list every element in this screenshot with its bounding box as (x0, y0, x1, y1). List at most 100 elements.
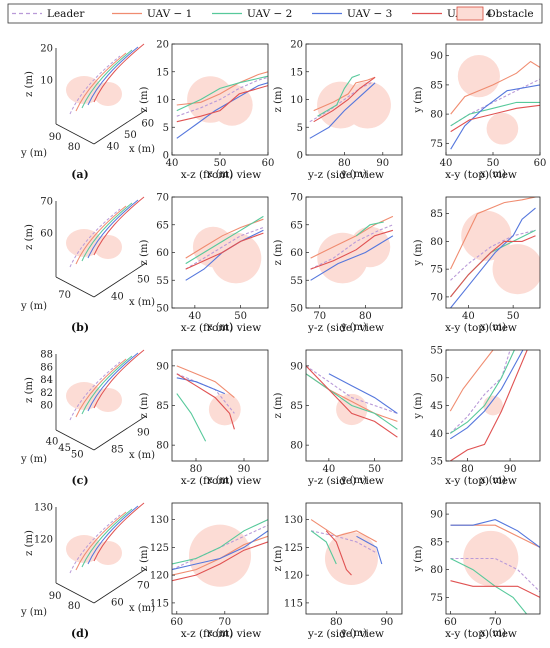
obstacle (66, 382, 102, 410)
x-axis-label: y (m) (340, 322, 367, 333)
x-tick-label: 90 (238, 464, 251, 475)
x-axis-label: x (m) (480, 628, 506, 639)
series-line-uav4 (450, 580, 540, 598)
y-tick-label: 50 (430, 373, 443, 384)
series-line-uav4 (310, 229, 394, 270)
z-tick-label: 130 (34, 503, 53, 514)
x-tick-label: 80 (461, 464, 474, 475)
x-tick-label: 70 (218, 617, 231, 628)
y-tick-label: 80 (430, 565, 443, 576)
legend-obstacle-swatch (456, 6, 484, 21)
row-label-a: (a) (71, 168, 89, 181)
caption-side-c: y-z (side) view (307, 475, 384, 487)
x-axis-label: x (m) (129, 450, 155, 461)
obstacle (211, 84, 253, 126)
series-line-uav2 (176, 75, 268, 112)
x-tick-label: 60 (534, 158, 547, 169)
caption-front-b: x-z (front) view (181, 322, 261, 334)
z-axis-label: z (m) (24, 224, 35, 250)
series-line-leader (309, 82, 372, 123)
series-line-uav4 (176, 85, 268, 123)
caption-side-a: y-z (side) view (307, 169, 384, 181)
series-line-leader (176, 76, 268, 117)
series-line-uav4 (450, 104, 540, 133)
y-tick-label: 0 (163, 151, 169, 162)
x-tick-label: 40 (107, 141, 120, 152)
y-tick-label: 50 (290, 304, 303, 315)
series-line-uav3 (309, 82, 376, 139)
x-axis-label: x (m) (129, 144, 155, 155)
series-line-3d (75, 511, 127, 571)
z-tick-label: 20 (40, 44, 53, 55)
series-line-uav4 (172, 541, 268, 582)
x-axis-label: x (m) (207, 628, 233, 639)
series-line-3d (75, 358, 127, 418)
y-tick-label: 5 (163, 123, 169, 134)
panel-a-front: 40 50 60 0 5 10 15 20 x (m) z (m) (139, 40, 274, 181)
x-tick-label: 80 (330, 617, 343, 628)
y-tick-label: 5 (297, 123, 303, 134)
series-line-uav4 (450, 235, 536, 298)
row-labels: (a) (b) (c) (d) (71, 168, 89, 640)
panel-c-front: 80 90 80 85 90 x (m) z (m) (139, 349, 269, 486)
obstacle (492, 244, 540, 295)
panel-d-side: 80 90 115 120 125 130 y (m) z (m) (273, 502, 403, 639)
y-tick-label: 70 (156, 193, 169, 204)
series-line-3d (93, 349, 145, 409)
3d-axis-line (55, 429, 95, 451)
y-tick-label: 120 (284, 571, 303, 582)
y-tick-label: 65 (290, 220, 303, 231)
x-tick-label: 60 (141, 119, 154, 130)
obstacle (188, 524, 252, 587)
panel-c-top: 80 90 35 40 45 50 55 x (m) y (m) (413, 346, 541, 486)
x-tick-label: 50 (137, 275, 150, 286)
series-line-3d (81, 355, 133, 415)
series-line-leader (450, 229, 536, 281)
panel-b-3d: 60 70 z (m) 70 y (m) 40 50 x (m) (20, 197, 155, 313)
series-line-uav1 (176, 365, 235, 399)
y-tick-label: 130 (284, 515, 303, 526)
series-line-3d (93, 196, 145, 256)
x-tick-label: 50 (507, 311, 520, 322)
y-tick-label: 125 (150, 543, 169, 554)
plot-frame (445, 196, 541, 309)
y-tick-label: 80 (430, 237, 443, 248)
series-line-uav3 (450, 350, 524, 440)
x-axis-label: x (m) (480, 322, 506, 333)
3d-axis-line (93, 415, 147, 451)
y-axis-label: z (m) (273, 393, 284, 419)
panel-d-top: 60 70 75 80 85 90 x (m) y (m) (413, 502, 541, 639)
obstacle (483, 395, 503, 416)
obstacle (94, 235, 122, 259)
z-axis-label: z (m) (24, 71, 35, 97)
series-line-uav3 (328, 373, 398, 414)
y-tick-label: 70 (290, 193, 303, 204)
x-axis-label: x (m) (207, 169, 233, 180)
y-tick-label: 45 (58, 443, 71, 454)
x-tick-label: 70 (489, 617, 502, 628)
legend-label: Obstacle (487, 8, 534, 20)
series-line-uav1 (176, 71, 268, 106)
y-tick-label: 85 (430, 80, 443, 91)
series-line-uav1 (450, 60, 540, 115)
caption-front-d: x-z (front) view (181, 628, 261, 640)
y-axis-label: y (m) (413, 86, 424, 113)
series-line-uav1 (313, 76, 376, 112)
x-tick-label: 85 (111, 445, 124, 456)
series-line-leader (185, 226, 264, 270)
y-axis-label: y (m) (20, 301, 47, 312)
x-tick-label: 50 (368, 464, 381, 475)
y-tick-label: 85 (156, 401, 169, 412)
plot-frame (445, 502, 541, 615)
y-axis-label: y (m) (20, 607, 47, 618)
obstacle (94, 388, 122, 412)
y-tick-label: 45 (430, 401, 443, 412)
3d-axis-line (55, 276, 95, 298)
y-tick-label: 15 (290, 67, 303, 78)
x-tick-label: 40 (322, 464, 335, 475)
legend-label: UAV − 1 (147, 8, 192, 20)
x-tick-label: 50 (487, 158, 500, 169)
series-line-3d (75, 205, 127, 265)
x-axis-label: x (m) (129, 297, 155, 308)
